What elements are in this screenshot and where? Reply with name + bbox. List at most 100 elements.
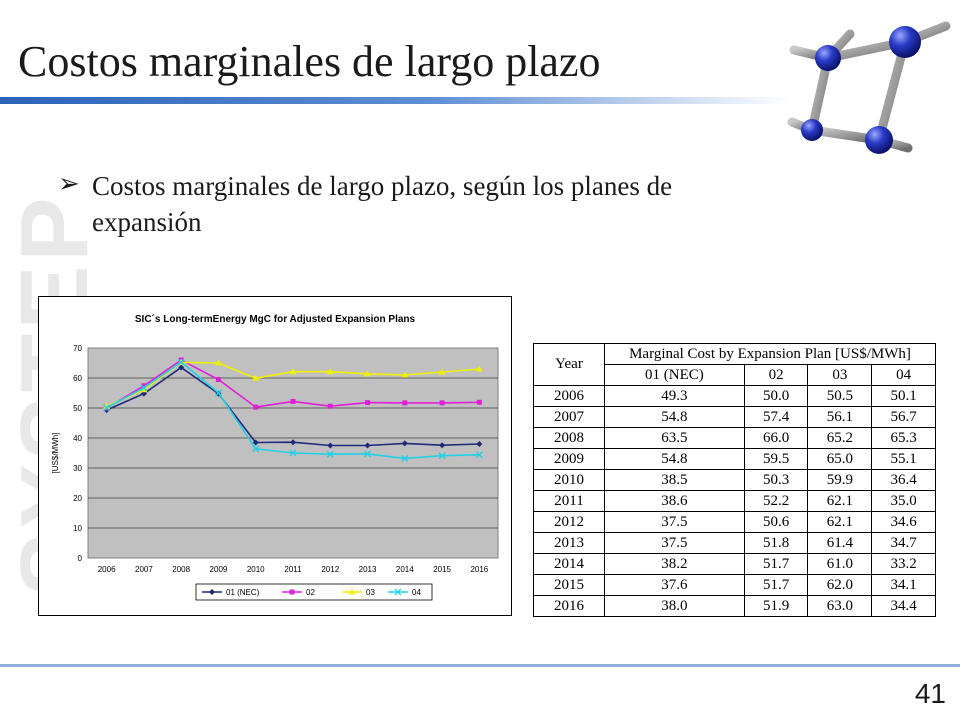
data-point-s1 bbox=[290, 398, 296, 404]
footer-divider bbox=[0, 664, 960, 667]
data-point-s0 bbox=[364, 442, 371, 449]
value-cell: 49.3 bbox=[604, 385, 745, 407]
plan-group-header: Marginal Cost by Expansion Plan [US$/MWh… bbox=[604, 343, 936, 365]
table-row: 2014 38.2 51.7 61.0 33.2 bbox=[533, 553, 936, 575]
value-cell: 34.4 bbox=[871, 595, 936, 617]
page-number: 41 bbox=[914, 678, 946, 709]
data-point-s1 bbox=[327, 403, 333, 409]
data-point-s3 bbox=[177, 358, 185, 366]
value-cell: 65.3 bbox=[871, 427, 936, 449]
data-point-s3 bbox=[475, 451, 483, 459]
data-point-s1 bbox=[476, 399, 482, 405]
data-point-s1 bbox=[141, 383, 147, 389]
value-cell: 55.1 bbox=[871, 448, 936, 470]
data-point-s3 bbox=[364, 450, 372, 458]
legend-label: 01 (NEC) bbox=[226, 588, 260, 597]
plan-header: 03 bbox=[807, 364, 873, 386]
bullet-arrow-icon: ➢ bbox=[58, 169, 80, 198]
data-point-s1 bbox=[253, 404, 259, 410]
value-cell: 63.0 bbox=[807, 595, 873, 617]
value-cell: 63.5 bbox=[604, 427, 745, 449]
year-header: Year bbox=[533, 343, 605, 386]
data-point-s1 bbox=[402, 400, 408, 406]
x-tick-label: 2006 bbox=[98, 565, 116, 574]
value-cell: 36.4 bbox=[871, 469, 936, 491]
legend-marker bbox=[289, 589, 295, 595]
data-point-s2 bbox=[475, 365, 483, 372]
value-cell: 61.0 bbox=[807, 553, 873, 575]
legend-box bbox=[195, 583, 433, 601]
value-cell: 35.0 bbox=[871, 490, 936, 512]
year-cell: 2006 bbox=[533, 385, 605, 407]
data-point-s3 bbox=[438, 452, 446, 460]
x-tick-label: 2011 bbox=[284, 565, 302, 574]
table-row: 2010 38.5 50.3 59.9 36.4 bbox=[533, 469, 936, 491]
data-point-s2 bbox=[438, 368, 446, 375]
data-point-s0 bbox=[439, 442, 446, 449]
year-cell: 2012 bbox=[533, 511, 605, 533]
value-cell: 38.6 bbox=[604, 490, 745, 512]
value-cell: 50.1 bbox=[871, 385, 936, 407]
y-tick-label: 40 bbox=[73, 434, 82, 443]
value-cell: 59.5 bbox=[743, 448, 809, 470]
data-point-s0 bbox=[290, 439, 296, 446]
cost-table: Year Marginal Cost by Expansion Plan [US… bbox=[533, 343, 936, 617]
value-cell: 65.2 bbox=[807, 427, 873, 449]
data-point-s3 bbox=[252, 445, 260, 453]
data-point-s2 bbox=[140, 386, 148, 393]
value-cell: 66.0 bbox=[743, 427, 809, 449]
x-tick-label: 2012 bbox=[321, 565, 339, 574]
value-cell: 50.6 bbox=[743, 511, 809, 533]
value-cell: 38.5 bbox=[604, 469, 745, 491]
data-point-s0 bbox=[327, 442, 334, 449]
value-cell: 37.5 bbox=[604, 532, 745, 554]
value-cell: 51.7 bbox=[743, 553, 809, 575]
value-cell: 65.0 bbox=[807, 448, 873, 470]
y-tick-label: 60 bbox=[73, 374, 82, 383]
year-cell: 2015 bbox=[533, 574, 605, 596]
table-row: 2016 38.0 51.9 63.0 34.4 bbox=[533, 595, 936, 617]
x-tick-label: 2015 bbox=[433, 565, 451, 574]
y-tick-label: 50 bbox=[73, 404, 82, 413]
data-point-s1 bbox=[365, 400, 371, 406]
data-point-s0 bbox=[401, 440, 408, 447]
y-tick-label: 30 bbox=[73, 464, 82, 473]
value-cell: 52.2 bbox=[743, 490, 809, 512]
value-cell: 34.6 bbox=[871, 511, 936, 533]
table-row: 2006 49.3 50.0 50.5 50.1 bbox=[533, 385, 936, 407]
data-point-s1 bbox=[439, 400, 445, 406]
value-cell: 50.5 bbox=[807, 385, 873, 407]
x-tick-label: 2010 bbox=[247, 565, 265, 574]
line-chart: SIC´s Long-termEnergy MgC for Adjusted E… bbox=[38, 296, 512, 616]
data-point-s0 bbox=[476, 441, 483, 447]
year-cell: 2007 bbox=[533, 406, 605, 428]
value-cell: 62.0 bbox=[807, 574, 873, 596]
data-point-s1 bbox=[215, 377, 221, 382]
table-row: 2008 63.5 66.0 65.2 65.3 bbox=[533, 427, 936, 449]
data-point-s2 bbox=[364, 370, 372, 377]
data-point-s2 bbox=[214, 359, 222, 366]
value-cell: 50.0 bbox=[743, 385, 809, 407]
value-cell: 38.2 bbox=[604, 553, 745, 575]
value-cell: 51.9 bbox=[743, 595, 809, 617]
x-tick-label: 2008 bbox=[172, 565, 190, 574]
data-point-s3 bbox=[140, 384, 148, 392]
legend-label: 04 bbox=[412, 588, 421, 597]
table-row: 2011 38.6 52.2 62.1 35.0 bbox=[533, 490, 936, 512]
y-axis-label: [US$/MWh] bbox=[51, 433, 60, 474]
year-cell: 2009 bbox=[533, 448, 605, 470]
x-tick-label: 2013 bbox=[359, 565, 377, 574]
x-tick-label: 2014 bbox=[396, 565, 414, 574]
x-tick-label: 2009 bbox=[210, 565, 228, 574]
plan-header: 02 bbox=[743, 364, 809, 386]
value-cell: 54.8 bbox=[604, 448, 745, 470]
legend-label: 03 bbox=[366, 588, 375, 597]
data-point-s3 bbox=[289, 449, 297, 457]
plan-header: 01 (NEC) bbox=[604, 364, 745, 386]
year-cell: 2013 bbox=[533, 532, 605, 554]
data-point-s2 bbox=[326, 368, 334, 375]
value-cell: 50.3 bbox=[743, 469, 809, 491]
table-row: 2012 37.5 50.6 62.1 34.6 bbox=[533, 511, 936, 533]
value-cell: 34.7 bbox=[871, 532, 936, 554]
value-cell: 62.1 bbox=[807, 490, 873, 512]
